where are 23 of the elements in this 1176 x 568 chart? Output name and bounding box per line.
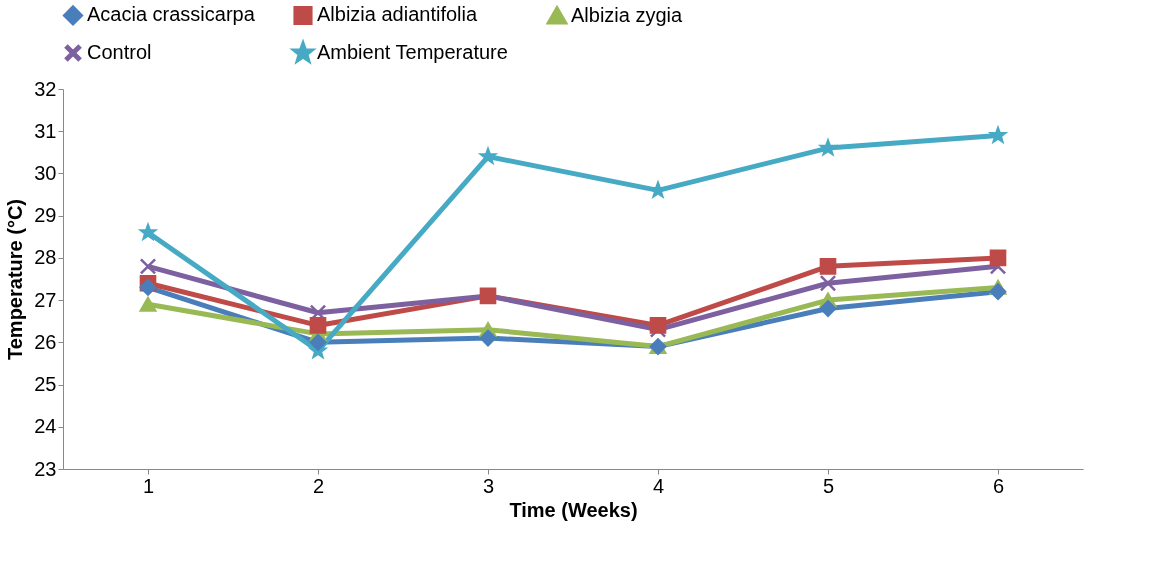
legend-label: Ambient Temperature bbox=[317, 41, 508, 63]
legend-label: Albizia adiantifolia bbox=[317, 3, 478, 26]
y-tick-label: 24 bbox=[34, 415, 57, 438]
x-tick-label: 6 bbox=[992, 474, 1005, 497]
legend-label: Albizia zygia bbox=[571, 3, 684, 26]
y-tick-label: 32 bbox=[34, 77, 57, 100]
x-tick-label: 3 bbox=[482, 474, 495, 497]
y-tick-label: 31 bbox=[34, 119, 57, 142]
legend-label: Control bbox=[87, 41, 152, 63]
x-tick-label: 5 bbox=[822, 474, 835, 497]
y-tick-label: 28 bbox=[34, 246, 57, 269]
x-tick-label: 1 bbox=[142, 474, 155, 497]
y-tick-label: 25 bbox=[34, 373, 57, 396]
x-tick-label: 4 bbox=[652, 474, 665, 497]
x-axis-title: Time (Weeks) bbox=[509, 498, 638, 521]
y-axis-title: Temperature (°C) bbox=[4, 199, 27, 360]
legend-label: Acacia crassicarpa bbox=[87, 3, 256, 26]
y-tick-label: 27 bbox=[34, 288, 57, 311]
y-tick-label: 26 bbox=[34, 330, 57, 353]
y-tick-label: 23 bbox=[34, 457, 57, 480]
x-tick-label: 2 bbox=[312, 474, 325, 497]
y-tick-label: 29 bbox=[34, 204, 57, 227]
y-tick-label: 30 bbox=[34, 161, 57, 184]
